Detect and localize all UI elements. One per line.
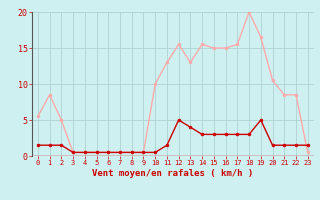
X-axis label: Vent moyen/en rafales ( km/h ): Vent moyen/en rafales ( km/h ) bbox=[92, 169, 253, 178]
